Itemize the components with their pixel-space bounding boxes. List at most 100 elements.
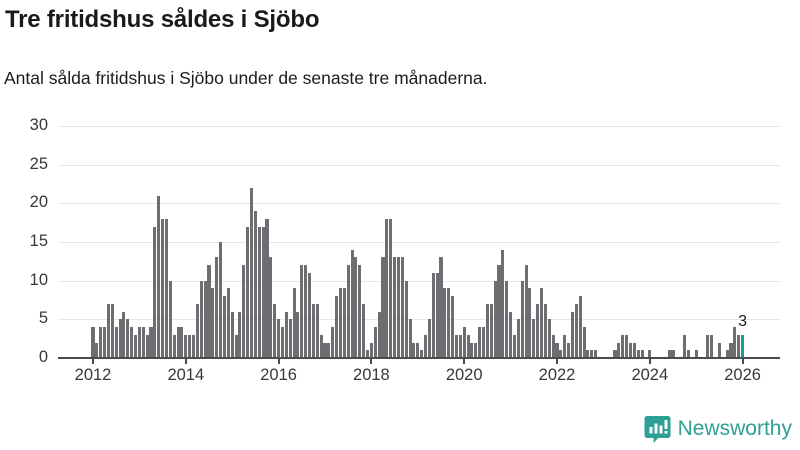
- gridline-y-30: [58, 126, 780, 127]
- bar: [188, 334, 192, 358]
- bar: [315, 303, 319, 358]
- bar: [153, 226, 157, 358]
- bar: [404, 280, 408, 358]
- bar: [358, 265, 362, 358]
- bar: [296, 311, 300, 358]
- bar: [683, 334, 687, 358]
- x-tick-label: 2014: [167, 366, 205, 384]
- bar: [617, 342, 621, 358]
- bar: [493, 280, 497, 358]
- bar: [586, 350, 590, 358]
- bar: [396, 257, 400, 358]
- x-tick-label: 2026: [724, 366, 761, 384]
- bar: [632, 342, 636, 358]
- bar: [706, 334, 710, 358]
- x-tick: [370, 359, 373, 364]
- bar: [628, 342, 632, 358]
- bar: [393, 257, 397, 358]
- y-tick-label: 20: [29, 193, 48, 212]
- bar: [385, 218, 389, 358]
- bar: [590, 350, 594, 358]
- bar: [161, 218, 165, 358]
- bar: [400, 257, 404, 358]
- bar: [563, 334, 567, 358]
- bar: [497, 265, 501, 358]
- bar: [91, 327, 95, 358]
- bar: [636, 350, 640, 358]
- bar: [737, 334, 741, 358]
- bar: [215, 257, 219, 358]
- bar: [292, 288, 296, 358]
- bar: [168, 280, 172, 358]
- bar: [435, 272, 439, 358]
- bar: [481, 327, 486, 358]
- y-tick-label: 25: [29, 154, 48, 173]
- x-tick-label: 2024: [631, 366, 669, 384]
- bar: [416, 342, 420, 358]
- y-tick-label: 10: [29, 270, 48, 289]
- bar: [95, 342, 99, 358]
- bar: [327, 342, 331, 358]
- bar: [257, 226, 261, 358]
- bar: [323, 342, 327, 358]
- bar: [203, 280, 207, 358]
- bar: [466, 334, 470, 358]
- bar: [505, 280, 509, 358]
- bar: [686, 350, 690, 358]
- x-tick-label: 2012: [74, 366, 112, 384]
- bar: [195, 303, 199, 358]
- bar: [667, 350, 671, 358]
- bar-chart-speech-bubble-icon: [644, 416, 671, 443]
- bar: [439, 257, 443, 358]
- bar: [350, 249, 354, 358]
- bar: [412, 342, 416, 358]
- bar-chart: Tre fritidshus såldes i Sjöbo Antal såld…: [4, 6, 780, 384]
- bar: [373, 327, 377, 358]
- bar: [261, 226, 265, 358]
- bar: [520, 280, 524, 358]
- bar: [106, 303, 110, 358]
- bar: [671, 350, 675, 358]
- bar: [431, 272, 435, 358]
- bar: [191, 334, 196, 358]
- bar: [485, 303, 489, 358]
- bar: [99, 327, 103, 358]
- bar: [578, 296, 582, 358]
- bar: [621, 334, 625, 358]
- bar: [226, 288, 230, 358]
- bar: [489, 303, 493, 358]
- bar: [149, 327, 153, 358]
- bar: [570, 311, 574, 358]
- bar: [729, 342, 733, 358]
- bar: [269, 257, 273, 358]
- bar: [199, 280, 203, 358]
- bar: [126, 319, 130, 358]
- bar: [567, 342, 571, 358]
- bar: [157, 195, 161, 358]
- bar: [365, 350, 370, 358]
- bar: [184, 334, 188, 358]
- bar: [528, 288, 532, 358]
- bar: [717, 342, 721, 358]
- x-tick: [92, 359, 94, 364]
- bar: [362, 303, 366, 358]
- bar: [420, 350, 424, 358]
- bar: [273, 303, 277, 358]
- bar: [331, 327, 335, 358]
- bar: [509, 311, 513, 358]
- chart-subtitle: Antal sålda fritidshus i Sjöbo under de …: [4, 68, 488, 88]
- bar: [594, 350, 598, 358]
- bar: [512, 334, 516, 358]
- bar: [377, 311, 381, 358]
- bar: [211, 288, 215, 358]
- y-tick-label: 15: [29, 232, 48, 250]
- x-tick-label: 2018: [353, 366, 390, 384]
- bar: [389, 218, 393, 358]
- bar: [501, 249, 505, 358]
- x-tick: [277, 359, 280, 364]
- bar: [319, 334, 323, 358]
- gridline-y-10: [58, 280, 780, 282]
- x-tick-label: 2020: [445, 366, 483, 384]
- gridline-y-5: [58, 319, 780, 321]
- bar: [300, 265, 304, 358]
